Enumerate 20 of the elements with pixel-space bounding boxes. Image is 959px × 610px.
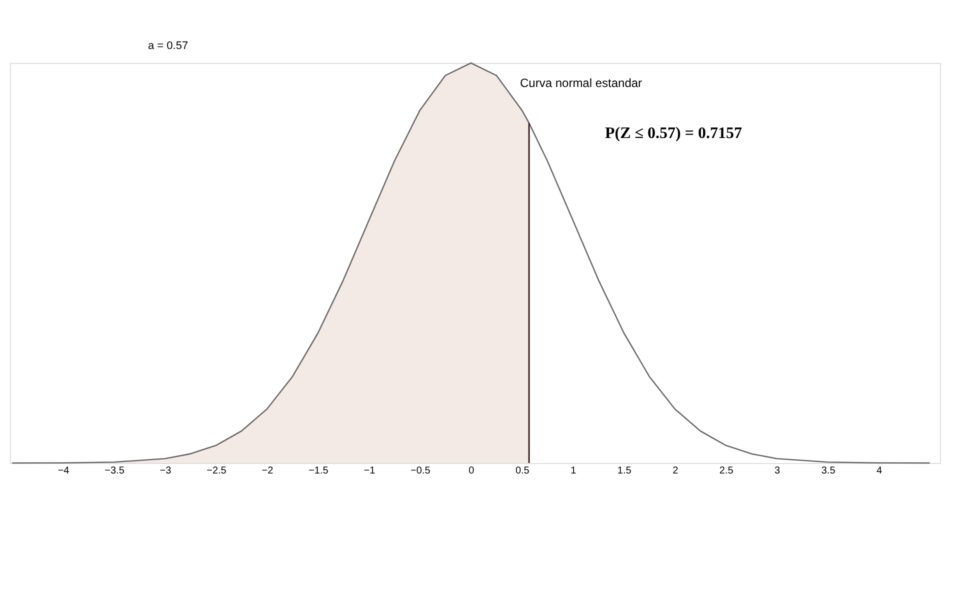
x-tick-label: −2.5 [206,466,227,476]
text: Curva normal estandar [520,76,642,90]
x-tick-label: −1.5 [308,466,329,476]
x-tick-label: −2 [262,466,274,476]
x-tick-label: 3.5 [821,466,836,476]
x-tick-label: 0.5 [515,466,530,476]
x-tick-label: 0 [468,466,475,476]
x-tick-label: −0.5 [410,466,431,476]
annotation: P(Z ≤ 0.57) = 0.7157 [605,125,742,142]
text: a = 0.57 [148,40,188,52]
x-tick-label: 1 [570,466,577,476]
x-tick-label: 4 [876,466,883,476]
x-tick-label: −1 [364,466,376,476]
x-tick-label: 1.5 [617,466,632,476]
x-tick-label: 2 [672,466,679,476]
x-tick-label: −3.5 [104,466,125,476]
x-tick-label: 3 [774,466,781,476]
x-tick-label: −4 [58,466,70,476]
x-tick-label: 2.5 [719,466,734,476]
x-tick-label: −3 [160,466,172,476]
